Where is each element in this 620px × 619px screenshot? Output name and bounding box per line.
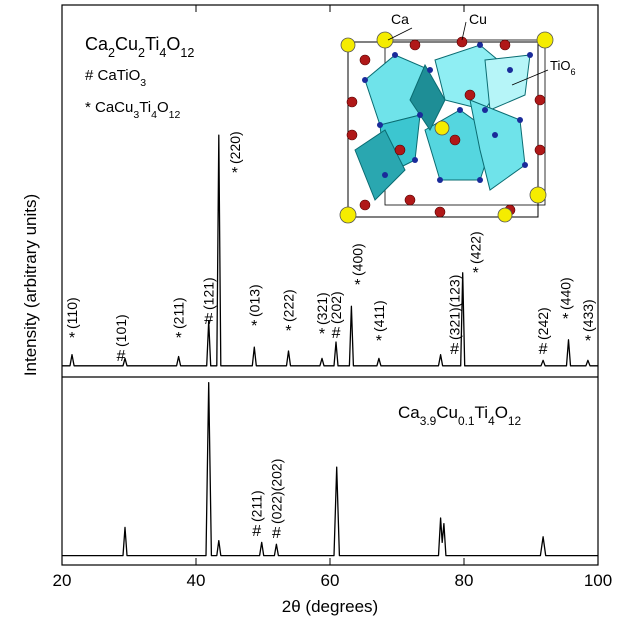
inset-label: Ca: [391, 11, 409, 27]
peak-label: (013): [246, 284, 262, 317]
phase-key: # CaTiO3: [85, 67, 146, 89]
peak-label: (422): [468, 231, 484, 264]
peak-marker: #: [332, 325, 341, 342]
xrd-line: [62, 381, 598, 557]
peak-marker: #: [117, 348, 126, 365]
x-tick-label: 100: [584, 571, 612, 590]
peak-label: (022)(202): [268, 459, 284, 524]
peak-marker: #: [272, 525, 281, 542]
x-axis-label: 2θ (degrees): [282, 597, 378, 616]
peak-marker: *: [69, 330, 75, 347]
peak-marker: #: [539, 341, 548, 358]
peak-marker: #: [450, 341, 459, 358]
peak-label: (110): [64, 297, 80, 329]
x-tick-label: 40: [187, 571, 206, 590]
peak-label: (202): [328, 291, 344, 324]
peak-label: (242): [535, 307, 551, 340]
peak-label: (440): [558, 277, 574, 310]
peak-marker: *: [175, 330, 181, 347]
peak-label: (101): [113, 314, 129, 347]
peak-label: (220): [227, 131, 243, 164]
peak-marker: #: [204, 311, 213, 328]
x-tick-label: 60: [321, 571, 340, 590]
peak-label: (400): [349, 243, 365, 276]
peak-label: (433): [580, 299, 596, 332]
peak-marker: *: [562, 311, 568, 328]
phase-key: * CaCu3Ti4O12: [85, 99, 181, 121]
peak-marker: *: [354, 277, 360, 294]
peak-marker: #: [252, 523, 261, 540]
peak-marker: *: [232, 165, 238, 182]
peak-label: (222): [280, 289, 296, 322]
peak-marker: *: [319, 326, 325, 343]
y-axis-label: Intensity (arbitrary units): [21, 194, 40, 376]
peak-marker: *: [585, 333, 591, 350]
inset-label: TiO6: [550, 58, 576, 77]
peak-marker: *: [285, 323, 291, 340]
peak-label: (411): [371, 300, 387, 332]
legend-entry: Ca2Cu2Ti4O12: [85, 34, 194, 60]
peak-marker: *: [473, 265, 479, 282]
peak-marker: *: [251, 318, 257, 335]
peak-marker: *: [376, 333, 382, 350]
peak-label: (321): [314, 292, 330, 325]
x-tick-label: 80: [455, 571, 474, 590]
peak-label: (211): [171, 297, 187, 329]
legend-entry: Ca3.9Cu0.1Ti4O12: [398, 403, 522, 428]
peak-label: (321)(123): [447, 275, 463, 340]
crystal-inset: Ca Cu TiO6: [339, 11, 576, 224]
inset-label: Cu: [469, 11, 487, 27]
peak-label: (211): [249, 490, 265, 522]
x-tick-label: 20: [53, 571, 72, 590]
xrd-line: [62, 134, 598, 367]
peak-label: (121): [201, 277, 217, 310]
